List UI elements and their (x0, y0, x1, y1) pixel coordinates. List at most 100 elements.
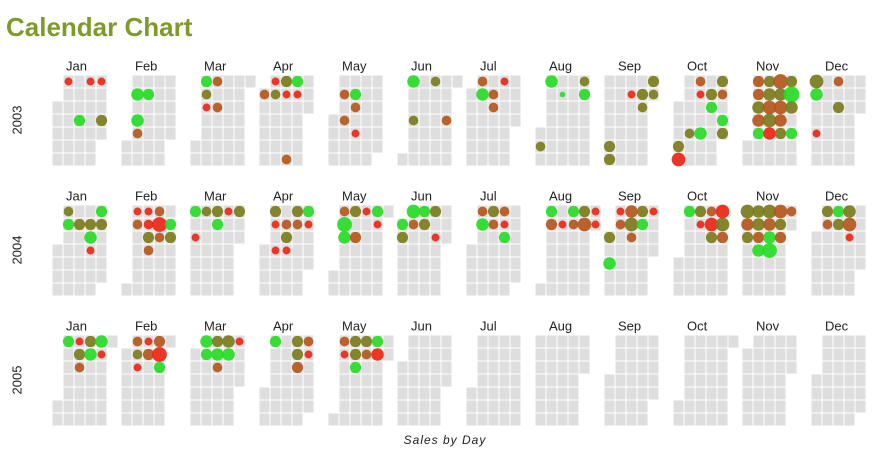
day-dot (705, 101, 718, 114)
day-dot (202, 103, 211, 112)
day-cell (291, 386, 304, 401)
day-cell (396, 412, 409, 427)
day-dot (212, 362, 223, 373)
day-cell (258, 256, 271, 271)
day-cell (429, 347, 442, 362)
day-cell (418, 386, 431, 401)
day-cell (73, 282, 86, 297)
day-dot (133, 207, 142, 216)
day-cell (763, 360, 776, 375)
day-cell (636, 74, 649, 89)
day-dot (340, 350, 349, 359)
day-dot (774, 218, 787, 231)
day-cell (429, 113, 442, 128)
day-cell (95, 412, 108, 427)
day-cell (280, 386, 293, 401)
day-cell (51, 256, 64, 271)
day-cell (360, 217, 373, 232)
day-cell (73, 386, 86, 401)
day-cell (291, 113, 304, 128)
day-cell (371, 412, 384, 427)
day-cell (832, 230, 845, 245)
day-cell (683, 269, 696, 284)
day-cell (258, 269, 271, 284)
day-cell (636, 126, 649, 141)
day-cell (810, 282, 823, 297)
day-cell (153, 87, 166, 102)
day-dot (535, 141, 546, 152)
day-dot (578, 205, 591, 218)
day-cell (73, 152, 86, 167)
day-cell (567, 256, 580, 271)
day-cell (222, 217, 235, 232)
day-cell (360, 282, 373, 297)
day-cell (131, 100, 144, 115)
day-cell (832, 256, 845, 271)
day-cell (280, 139, 293, 154)
day-cell (545, 373, 558, 388)
day-dot (429, 205, 442, 218)
day-cell (418, 243, 431, 258)
day-cell (843, 399, 856, 414)
day-cell (233, 74, 246, 89)
day-cell (843, 74, 856, 89)
day-cell (741, 152, 754, 167)
day-cell (164, 334, 177, 349)
day-cell (338, 139, 351, 154)
year-label: 2004 (9, 236, 24, 265)
day-cell (694, 360, 707, 375)
day-cell (396, 386, 409, 401)
day-cell (338, 243, 351, 258)
day-cell (683, 230, 696, 245)
day-dot (558, 220, 567, 229)
day-cell (142, 373, 155, 388)
month-label: Oct (687, 58, 708, 73)
day-cell (418, 256, 431, 271)
day-cell (280, 399, 293, 414)
day-cell (233, 152, 246, 167)
day-cell (382, 347, 395, 362)
day-cell (785, 217, 798, 232)
day-cell (429, 152, 442, 167)
day-dot (488, 102, 499, 113)
day-dot (785, 101, 798, 114)
day-dot (373, 220, 382, 229)
day-dot (441, 115, 452, 126)
day-cell (567, 230, 580, 245)
x-axis-label: Sales by Day (404, 433, 487, 447)
day-dot (696, 90, 705, 99)
day-dot (269, 335, 282, 348)
day-cell (51, 282, 64, 297)
day-dot (291, 205, 304, 218)
day-cell (672, 100, 685, 115)
day-cell (832, 399, 845, 414)
day-dot (810, 88, 823, 101)
day-dot (752, 231, 765, 244)
day-cell (821, 113, 834, 128)
day-cell (189, 347, 202, 362)
day-dot (477, 76, 488, 87)
day-cell (131, 152, 144, 167)
month-label: Feb (135, 188, 157, 203)
day-cell (222, 139, 235, 154)
day-cell (567, 282, 580, 297)
day-cell (418, 269, 431, 284)
day-cell (211, 126, 224, 141)
day-dot (649, 207, 658, 216)
day-cell (716, 386, 729, 401)
day-cell (556, 269, 569, 284)
day-cell (382, 204, 395, 219)
day-cell (498, 256, 511, 271)
day-cell (153, 74, 166, 89)
day-cell (763, 373, 776, 388)
month-label: Jul (480, 318, 497, 333)
day-cell (153, 269, 166, 284)
month-label: Sep (618, 58, 641, 73)
day-cell (407, 139, 420, 154)
day-dot (222, 335, 235, 348)
day-dot (201, 206, 212, 217)
day-cell (429, 243, 442, 258)
day-cell (95, 256, 108, 271)
day-dot (291, 348, 304, 361)
day-cell (603, 243, 616, 258)
